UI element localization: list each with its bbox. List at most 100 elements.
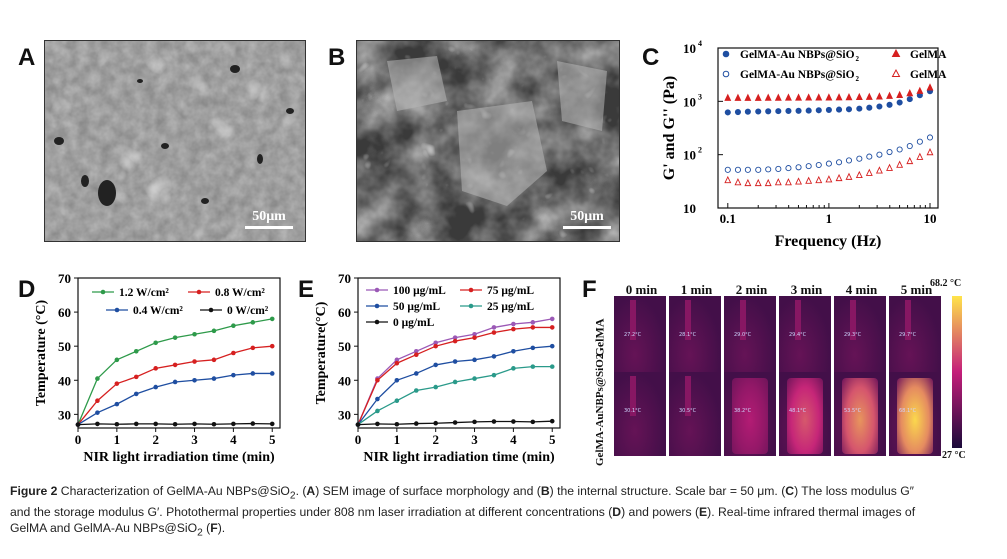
data-point bbox=[876, 151, 883, 158]
data-point bbox=[172, 379, 178, 385]
data-point bbox=[795, 93, 803, 101]
data-point bbox=[394, 377, 400, 383]
data-point bbox=[755, 166, 762, 173]
thermal-temp-readout: 68.1°C bbox=[899, 408, 917, 414]
data-point bbox=[896, 90, 904, 98]
data-point bbox=[784, 93, 792, 101]
legend-marker bbox=[114, 307, 120, 313]
caption-text: and the storage modulus G′. Photothermal… bbox=[10, 505, 613, 520]
data-point bbox=[433, 343, 438, 349]
data-point bbox=[433, 340, 438, 346]
legend-marker bbox=[100, 289, 106, 295]
data-point bbox=[153, 340, 158, 346]
caption-ref-d: D bbox=[612, 505, 622, 520]
plot-frame bbox=[717, 47, 939, 209]
scale-bar-b: 50μm bbox=[563, 209, 611, 229]
data-point bbox=[472, 331, 477, 337]
data-point bbox=[835, 173, 843, 182]
data-point bbox=[114, 421, 120, 427]
data-point bbox=[744, 178, 752, 187]
data-point bbox=[452, 359, 458, 364]
data-point bbox=[734, 166, 741, 173]
data-point bbox=[805, 107, 812, 114]
x-axis-label: NIR light irradiation time (min) bbox=[83, 450, 275, 465]
legend-marker bbox=[722, 70, 730, 78]
x-tick-label: 1 bbox=[826, 211, 833, 226]
caption-text: ). bbox=[217, 521, 226, 536]
data-point bbox=[433, 420, 438, 426]
data-point bbox=[754, 178, 762, 187]
data-point bbox=[876, 103, 883, 110]
data-point bbox=[906, 96, 913, 103]
data-point bbox=[192, 421, 197, 427]
data-point bbox=[269, 316, 275, 322]
y-tick-base: 10 bbox=[683, 201, 696, 216]
thermal-image-cell: 30.1°C bbox=[614, 372, 666, 456]
legend-subscript: 2 bbox=[856, 75, 860, 83]
data-point bbox=[231, 323, 236, 329]
caption-text: ) The loss modulus G″ bbox=[794, 484, 914, 498]
data-point bbox=[530, 345, 536, 351]
data-point bbox=[835, 93, 843, 101]
panel-letter-d: D bbox=[18, 276, 36, 303]
data-point bbox=[211, 357, 217, 363]
data-point bbox=[765, 108, 772, 115]
legend-marker bbox=[374, 287, 380, 293]
sem-surface-texture bbox=[45, 41, 305, 241]
data-point bbox=[785, 107, 792, 115]
thermal-image-cell: 29.7°C bbox=[889, 296, 941, 380]
data-point bbox=[355, 422, 361, 427]
data-point bbox=[375, 408, 380, 414]
data-point bbox=[845, 157, 853, 164]
legend-marker bbox=[468, 287, 474, 293]
x-axis-label: Frequency (Hz) bbox=[775, 233, 882, 250]
legend-marker bbox=[468, 303, 474, 309]
caption-ref-c: C bbox=[785, 484, 795, 498]
legend-label: GelMA bbox=[910, 69, 947, 81]
data-point bbox=[724, 93, 732, 101]
data-point bbox=[153, 421, 158, 427]
x-tick-label: 0.1 bbox=[720, 211, 736, 226]
caption-ref-f: F bbox=[210, 521, 218, 536]
data-point bbox=[394, 357, 400, 363]
data-point bbox=[153, 366, 158, 371]
data-point bbox=[916, 86, 924, 94]
data-point bbox=[865, 92, 873, 100]
legend-marker bbox=[891, 68, 901, 77]
thermal-image-cell: 53.5°C bbox=[834, 372, 886, 456]
thermal-time-label: 3 min bbox=[790, 282, 823, 297]
y-tick-label: 60 bbox=[338, 305, 351, 320]
thermal-temp-readout: 29.7°C bbox=[899, 332, 917, 338]
data-point bbox=[394, 421, 400, 427]
data-point bbox=[734, 178, 742, 186]
data-point bbox=[192, 359, 197, 364]
data-point bbox=[866, 104, 873, 111]
data-point bbox=[472, 357, 477, 363]
panel-letter-e: E bbox=[298, 276, 315, 303]
caption-text: GelMA and GelMA-Au NBPs@SiO bbox=[10, 521, 198, 536]
legend-marker bbox=[722, 50, 730, 58]
data-point bbox=[172, 335, 178, 340]
data-point bbox=[114, 357, 120, 363]
data-point bbox=[250, 371, 256, 376]
y-tick-base: 10 bbox=[683, 94, 696, 109]
data-point bbox=[764, 93, 772, 101]
y-tick-exponent: 4 bbox=[698, 39, 702, 48]
panel-letter-a: A bbox=[18, 44, 36, 71]
data-point bbox=[835, 159, 843, 166]
data-point bbox=[511, 348, 516, 354]
data-point bbox=[511, 321, 516, 327]
thermal-hotspot bbox=[630, 300, 636, 340]
sem-image-surface: 50μm bbox=[44, 40, 306, 242]
data-point bbox=[916, 152, 924, 160]
data-point bbox=[765, 166, 772, 173]
data-point bbox=[724, 166, 731, 173]
thermal-time-label: 4 min bbox=[845, 282, 878, 297]
data-point bbox=[269, 343, 275, 349]
legend-marker bbox=[374, 319, 380, 325]
thermal-hotspot bbox=[732, 378, 768, 454]
data-point bbox=[815, 107, 822, 114]
thermal-hotspot bbox=[787, 378, 823, 454]
data-point bbox=[433, 384, 438, 390]
thermal-time-label: 5 min bbox=[900, 282, 933, 297]
